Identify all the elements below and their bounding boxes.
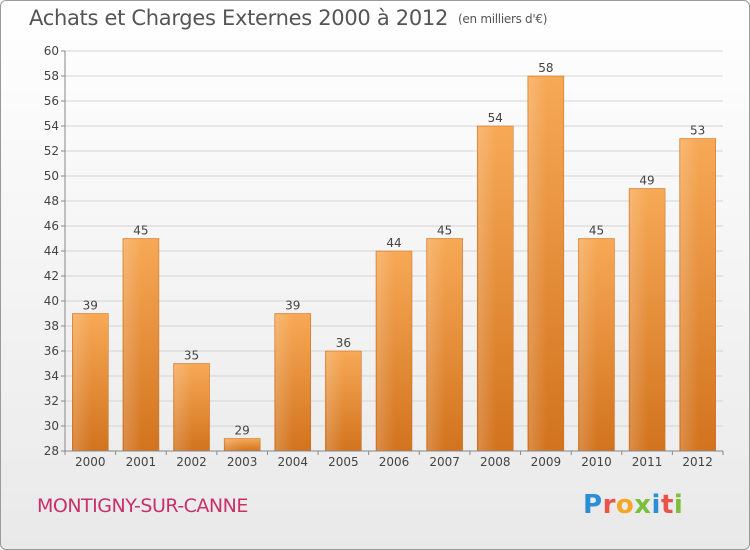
proxiti-logo: Proxiti bbox=[583, 490, 683, 520]
y-tick-label: 46 bbox=[44, 219, 59, 233]
x-tick-label: 2012 bbox=[682, 455, 713, 469]
x-tick-label: 2004 bbox=[277, 455, 308, 469]
bar-highlight bbox=[680, 139, 699, 451]
x-axis: 2000 2001 2002 2003 2004 2005 2006 2007 2008 2009… bbox=[64, 450, 724, 469]
logo-letter: o bbox=[615, 490, 635, 520]
bar-highlight bbox=[427, 239, 446, 451]
y-tick-label: 54 bbox=[44, 119, 59, 133]
x-tick-label: 2011 bbox=[632, 455, 663, 469]
bar-value-label: 44 bbox=[386, 236, 401, 250]
x-tick-label: 2009 bbox=[531, 455, 562, 469]
x-tick-label: 2002 bbox=[176, 455, 207, 469]
y-tick-label: 40 bbox=[44, 294, 59, 308]
x-tick-label: 2003 bbox=[227, 455, 258, 469]
bars: 39 45 35 29 39 36 44 45 54 58 45 49 53 bbox=[72, 61, 716, 452]
bar-highlight bbox=[579, 239, 598, 451]
x-tick-label: 2010 bbox=[581, 455, 612, 469]
logo-letter: x bbox=[634, 490, 652, 520]
x-tick-label: 2006 bbox=[379, 455, 410, 469]
y-tick-label: 60 bbox=[44, 44, 59, 58]
y-tick-label: 56 bbox=[44, 94, 59, 108]
bar-highlight bbox=[123, 239, 142, 451]
title-unit: (en milliers d'€) bbox=[458, 12, 548, 26]
bar-highlight bbox=[326, 352, 345, 451]
bar-value-label: 54 bbox=[488, 111, 503, 125]
bar-value-label: 49 bbox=[639, 174, 654, 188]
y-tick-label: 32 bbox=[44, 394, 59, 408]
y-tick-label: 28 bbox=[44, 444, 59, 458]
x-tick-label: 2000 bbox=[75, 455, 106, 469]
y-tick-label: 30 bbox=[44, 419, 59, 433]
title-text: Achats et Charges Externes 2000 à 2012 bbox=[29, 6, 449, 30]
x-tick-label: 2007 bbox=[429, 455, 460, 469]
bar-value-label: 35 bbox=[184, 349, 199, 363]
y-tick-label: 36 bbox=[44, 344, 59, 358]
x-tick-label: 2008 bbox=[480, 455, 511, 469]
bar-highlight bbox=[377, 252, 395, 451]
bar-value-label: 39 bbox=[83, 299, 98, 313]
bar-value-label: 58 bbox=[538, 61, 553, 75]
y-tick-label: 44 bbox=[44, 244, 59, 258]
commune-name: MONTIGNY-SUR-CANNE bbox=[37, 495, 248, 517]
y-tick-label: 58 bbox=[44, 69, 59, 83]
chart-title: Achats et Charges Externes 2000 à 2012 (e… bbox=[29, 6, 547, 30]
bar-value-label: 45 bbox=[437, 224, 452, 238]
bar-value-label: 45 bbox=[133, 224, 148, 238]
y-tick-label: 52 bbox=[44, 144, 59, 158]
x-tick-label: 2001 bbox=[126, 455, 157, 469]
bar-highlight bbox=[275, 314, 294, 451]
bar-value-label: 53 bbox=[690, 124, 705, 138]
y-tick-label: 50 bbox=[44, 169, 59, 183]
bar-highlight bbox=[478, 127, 497, 451]
bar-highlight bbox=[73, 314, 92, 451]
bar-value-label: 45 bbox=[589, 224, 604, 238]
bar-value-label: 36 bbox=[336, 336, 351, 350]
y-axis: 28 30 32 34 36 38 40 42 44 46 48 50 52 54 56 58 60 bbox=[44, 44, 66, 458]
logo-letter: P bbox=[583, 490, 603, 520]
logo-letter: i bbox=[651, 490, 661, 520]
logo-letter: i bbox=[673, 490, 684, 520]
bar-highlight bbox=[528, 77, 547, 451]
bar-highlight bbox=[630, 189, 649, 451]
logo-letter: r bbox=[602, 490, 616, 520]
y-tick-label: 42 bbox=[44, 269, 59, 283]
bar-highlight bbox=[225, 439, 244, 451]
y-tick-label: 38 bbox=[44, 319, 59, 333]
y-tick-label: 34 bbox=[44, 369, 59, 383]
bar-value-label: 29 bbox=[235, 424, 250, 438]
y-tick-label: 48 bbox=[44, 194, 59, 208]
bar-highlight bbox=[174, 364, 193, 451]
x-tick-label: 2005 bbox=[328, 455, 359, 469]
bar-value-label: 39 bbox=[285, 299, 300, 313]
logo-letter: t bbox=[660, 490, 674, 520]
